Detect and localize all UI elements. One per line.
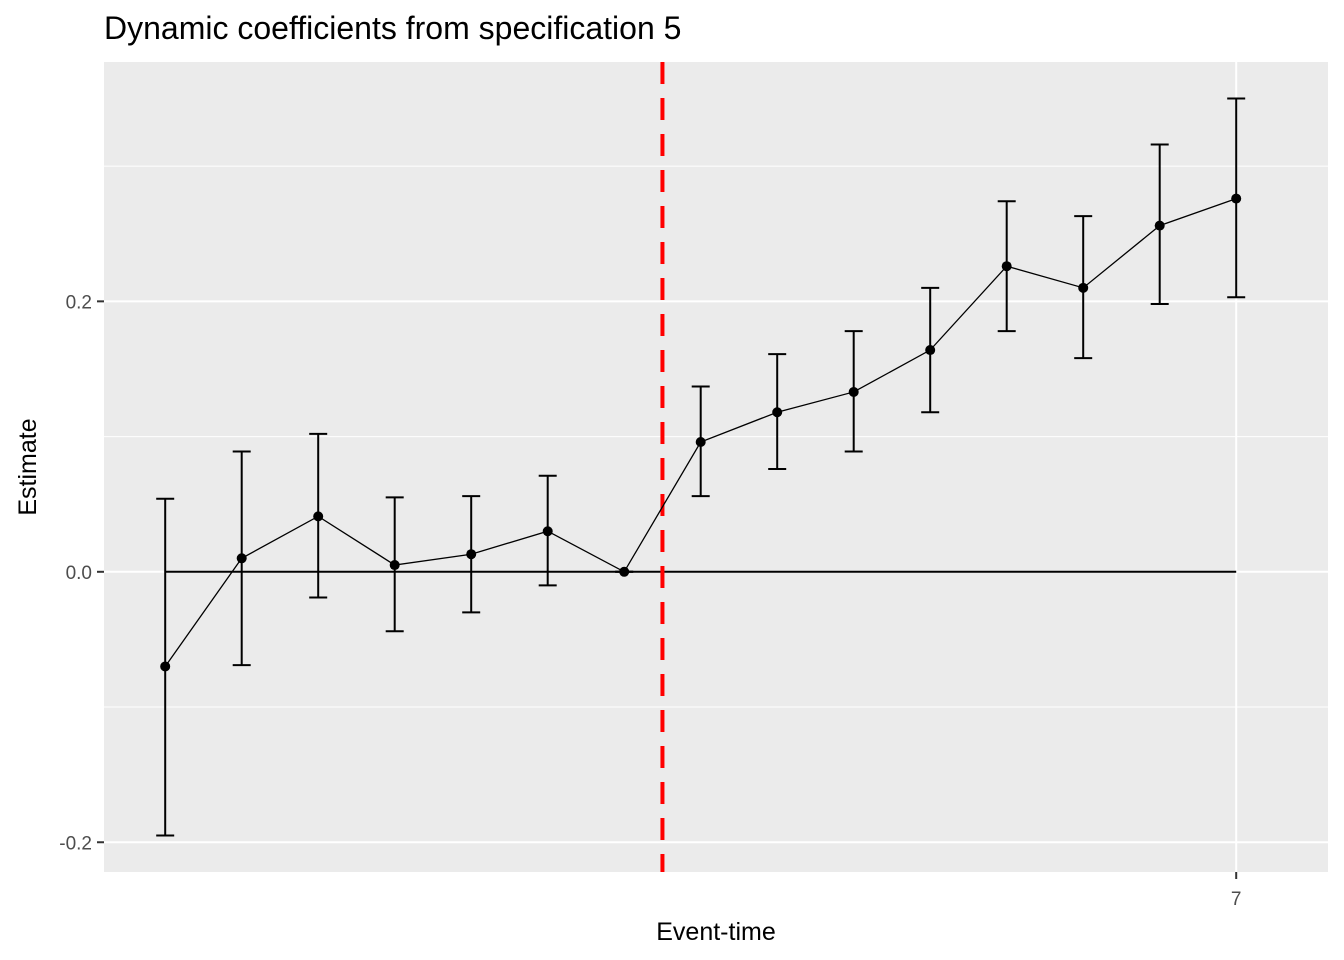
data-point (695, 436, 706, 447)
data-point (1154, 220, 1165, 231)
plot-panel (104, 62, 1328, 872)
data-point (772, 407, 783, 418)
x-axis-title: Event-time (656, 918, 775, 946)
data-point (236, 553, 247, 564)
data-points (160, 193, 1242, 672)
y-axis-title: Estimate (14, 418, 42, 515)
data-point (1001, 261, 1012, 272)
reference-lines (165, 62, 1237, 872)
data-point (1078, 282, 1089, 293)
chart-title: Dynamic coefficients from specification … (104, 10, 682, 46)
data-point (848, 386, 859, 397)
y-tick-label: -0.2 (59, 833, 92, 854)
data-point (542, 526, 553, 537)
data-point (925, 345, 936, 356)
data-point (313, 511, 324, 522)
data-point (619, 566, 630, 577)
y-tick-label: 0.2 (66, 292, 92, 313)
data-point (466, 549, 477, 560)
data-point (160, 661, 171, 672)
y-tick-label: 0.0 (66, 563, 92, 584)
data-point (389, 560, 400, 571)
x-axis-ticks: 7 (1231, 872, 1242, 910)
x-tick-label: 7 (1231, 889, 1242, 910)
data-point (1231, 193, 1242, 204)
y-axis-ticks: -0.2 0.0 0.2 (59, 292, 104, 854)
